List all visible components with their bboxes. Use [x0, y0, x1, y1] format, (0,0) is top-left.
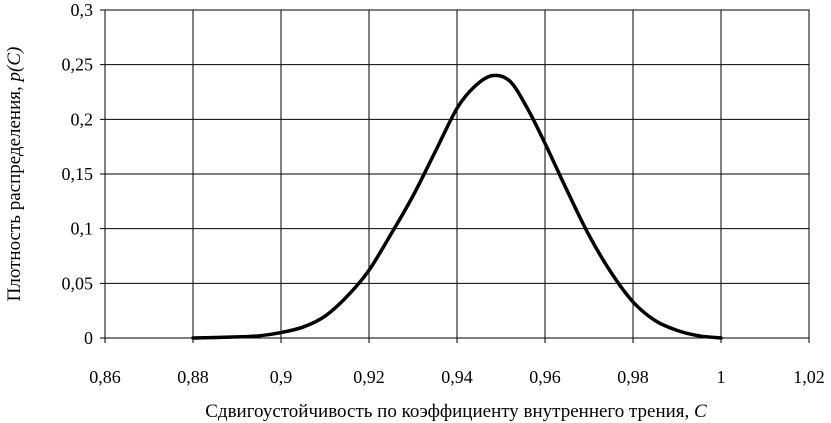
y-tick-label: 0,2	[71, 109, 94, 129]
x-tick-label: 1,02	[793, 367, 825, 387]
y-tick-label: 0,1	[71, 219, 94, 239]
tick-labels: 0,86 0,88 0,9 0,92 0,94 0,96 0,98 1 1,02 0 0,05 0,1…	[62, 0, 825, 387]
x-axis-title: Сдвигоустойчивость по коэффициенту внутр…	[205, 401, 707, 422]
x-tick-label: 0,92	[353, 367, 385, 387]
x-tick-label: 0,88	[177, 367, 209, 387]
y-tick-label: 0,05	[62, 273, 94, 293]
y-tick-label: 0	[84, 328, 93, 348]
x-tick-label: 0,96	[529, 367, 561, 387]
grid-lines	[100, 9, 810, 343]
x-tick-label: 0,9	[270, 367, 293, 387]
y-tick-label: 0,15	[62, 164, 94, 184]
x-tick-label: 0,86	[89, 367, 121, 387]
x-tick-label: 1	[717, 367, 726, 387]
y-axis-title: Плотность распределения, p(C)	[4, 47, 25, 302]
y-tick-label: 0,25	[62, 55, 94, 75]
x-tick-label: 0,94	[441, 367, 473, 387]
density-curve	[191, 73, 723, 340]
y-tick-label: 0,3	[71, 0, 94, 20]
x-tick-label: 0,98	[617, 367, 649, 387]
plot-area-frame	[104, 9, 810, 339]
